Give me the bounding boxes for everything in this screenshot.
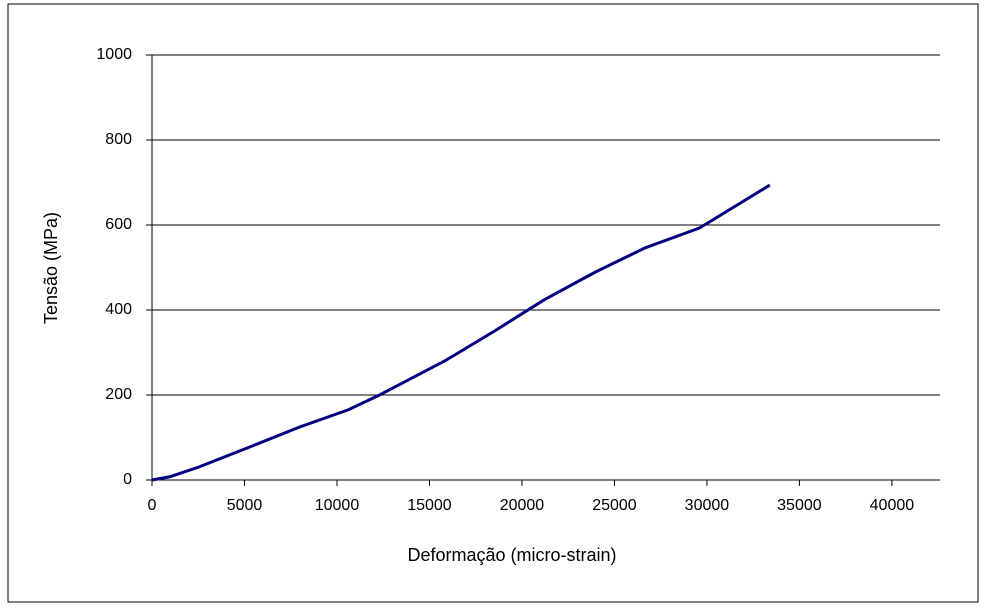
x-tick-label: 0 <box>148 497 157 514</box>
x-tick-label: 20000 <box>500 497 545 514</box>
y-tick-label: 1000 <box>96 46 132 63</box>
x-axis-title: Deformação (micro-strain) <box>407 545 616 565</box>
x-tick-label: 5000 <box>227 497 263 514</box>
x-tick-label: 25000 <box>592 497 637 514</box>
y-axis-title: Tensão (MPa) <box>41 212 61 324</box>
data-line <box>151 183 771 482</box>
x-tick-label: 40000 <box>870 497 915 514</box>
chart-border <box>7 3 979 603</box>
x-tick-label: 30000 <box>685 497 730 514</box>
x-tick-label: 35000 <box>777 497 822 514</box>
y-tick-label: 600 <box>105 216 132 233</box>
y-tick-label: 800 <box>105 131 132 148</box>
x-tick-label: 10000 <box>315 497 360 514</box>
x-tick-label: 15000 <box>407 497 452 514</box>
y-tick-label: 200 <box>105 386 132 403</box>
y-tick-label: 0 <box>123 471 132 488</box>
y-tick-label: 400 <box>105 301 132 318</box>
